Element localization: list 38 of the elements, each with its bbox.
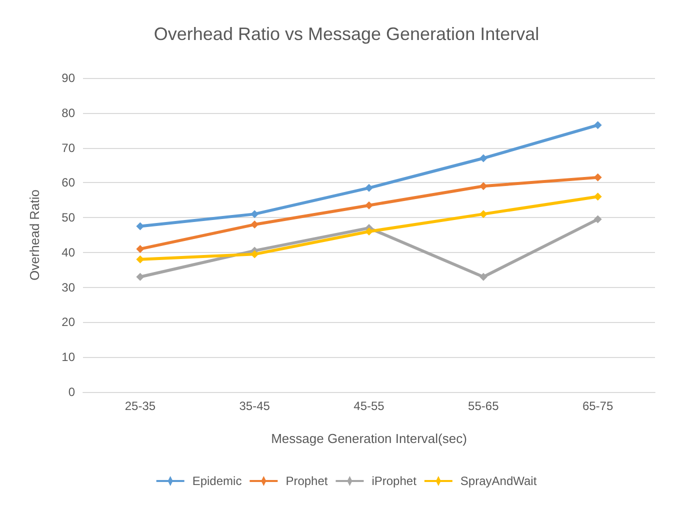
x-axis-title: Message Generation Interval(sec): [271, 431, 467, 446]
point: [594, 121, 602, 130]
y-tick-label: 10: [62, 350, 76, 364]
point: [594, 173, 602, 182]
point: [136, 244, 144, 253]
point: [136, 272, 144, 281]
point: [594, 215, 602, 224]
point: [250, 250, 259, 258]
point: [365, 184, 373, 192]
point: [365, 228, 373, 236]
y-tick-label: 30: [62, 280, 76, 294]
point: [479, 154, 488, 162]
x-tick-label: 45-55: [354, 399, 385, 413]
point: [136, 222, 144, 230]
x-tick-label: 25-35: [124, 399, 156, 413]
x-tick-label: 65-75: [582, 399, 614, 413]
y-tick-label: 90: [62, 71, 76, 85]
y-tick-label: 40: [62, 245, 76, 260]
legend-label: Prophet: [286, 474, 328, 488]
y-tick-label: 80: [62, 106, 76, 120]
legend-label: iProphet: [372, 474, 418, 488]
point: [479, 182, 488, 190]
y-tick-label: 70: [62, 140, 76, 155]
point: [479, 210, 488, 218]
y-tick-label: 0: [68, 385, 76, 399]
chart-title: Overhead Ratio vs Message Generation Interval: [154, 24, 540, 44]
legend-label: Epidemic: [192, 474, 242, 488]
legend-label: SprayAndWait: [460, 474, 538, 488]
y-tick-label: 20: [62, 315, 76, 330]
y-tick-label: 50: [62, 210, 76, 225]
y-axis-title: Overhead Ratio: [27, 189, 42, 281]
point: [250, 210, 259, 218]
point: [479, 272, 488, 281]
point: [365, 201, 373, 210]
x-tick-label: 35-45: [239, 399, 270, 413]
point: [594, 192, 602, 201]
y-tick-label: 60: [62, 176, 76, 190]
x-tick-label: 55-65: [468, 399, 500, 413]
